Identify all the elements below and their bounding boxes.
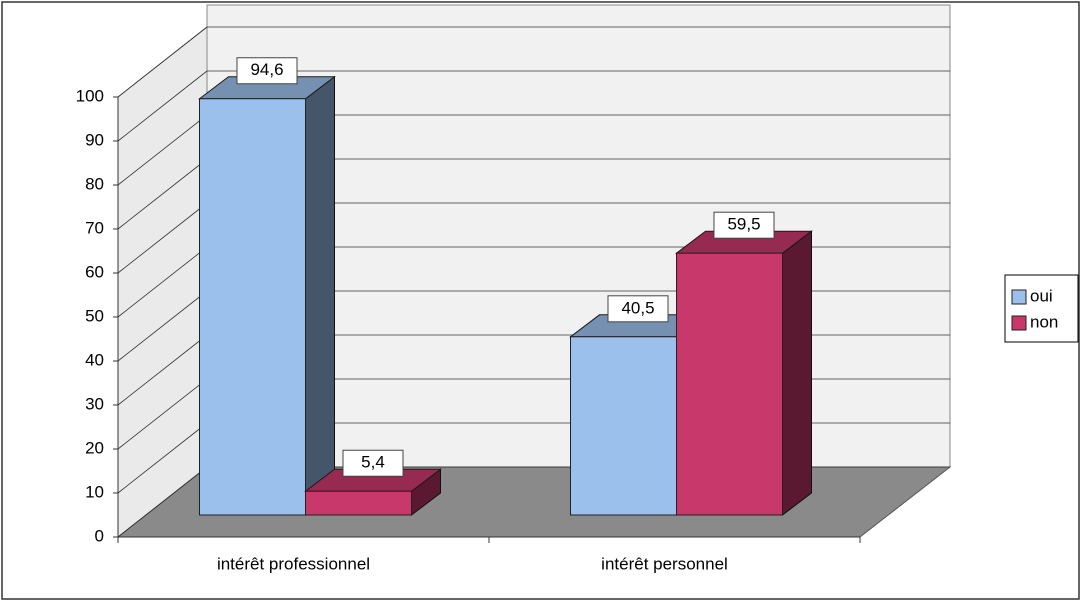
- x-tick-label: intérêt personnel: [601, 554, 728, 573]
- legend-box: [1004, 274, 1079, 343]
- y-tick-label: 50: [85, 306, 104, 325]
- grid-line: [117, 202, 208, 274]
- bar: [570, 336, 677, 516]
- y-tick-label: 70: [85, 218, 104, 237]
- value-label-box: [713, 211, 775, 239]
- grid-line: [117, 246, 208, 318]
- grid-line: [117, 158, 208, 230]
- legend-swatch: [1011, 315, 1027, 331]
- grid-line: [117, 378, 208, 450]
- y-tick-label: 10: [85, 482, 104, 501]
- value-label: 5,4: [361, 453, 385, 472]
- legend-label: oui: [1030, 286, 1053, 305]
- value-label: 94,6: [250, 60, 283, 79]
- y-tick-label: 100: [76, 86, 104, 105]
- y-tick-label: 0: [95, 526, 104, 545]
- x-tick-label: intérêt professionnel: [217, 554, 370, 573]
- value-label-box: [607, 295, 669, 323]
- value-label-box: [236, 57, 298, 85]
- legend-label: non: [1030, 312, 1058, 331]
- legend-swatch: [1011, 289, 1027, 305]
- grid-line: [117, 422, 208, 494]
- grid-line: [117, 334, 208, 406]
- bar-side: [782, 230, 812, 517]
- legend: [1004, 274, 1079, 343]
- value-label: 40,5: [621, 298, 654, 317]
- grid-line: [117, 26, 208, 98]
- value-label: 59,5: [727, 215, 760, 234]
- bar: [676, 252, 783, 516]
- grid-line: [117, 466, 208, 538]
- grid-line: [117, 114, 208, 186]
- bar: [305, 490, 412, 516]
- y-tick-label: 80: [85, 174, 104, 193]
- grid-line: [117, 290, 208, 362]
- y-tick-label: 30: [85, 394, 104, 413]
- y-tick-label: 40: [85, 350, 104, 369]
- y-tick-label: 90: [85, 130, 104, 149]
- y-tick-label: 60: [85, 262, 104, 281]
- y-tick-label: 20: [85, 438, 104, 457]
- grid-line: [117, 70, 208, 142]
- bar-side: [305, 75, 335, 517]
- bar: [199, 98, 306, 516]
- value-label-box: [342, 449, 404, 477]
